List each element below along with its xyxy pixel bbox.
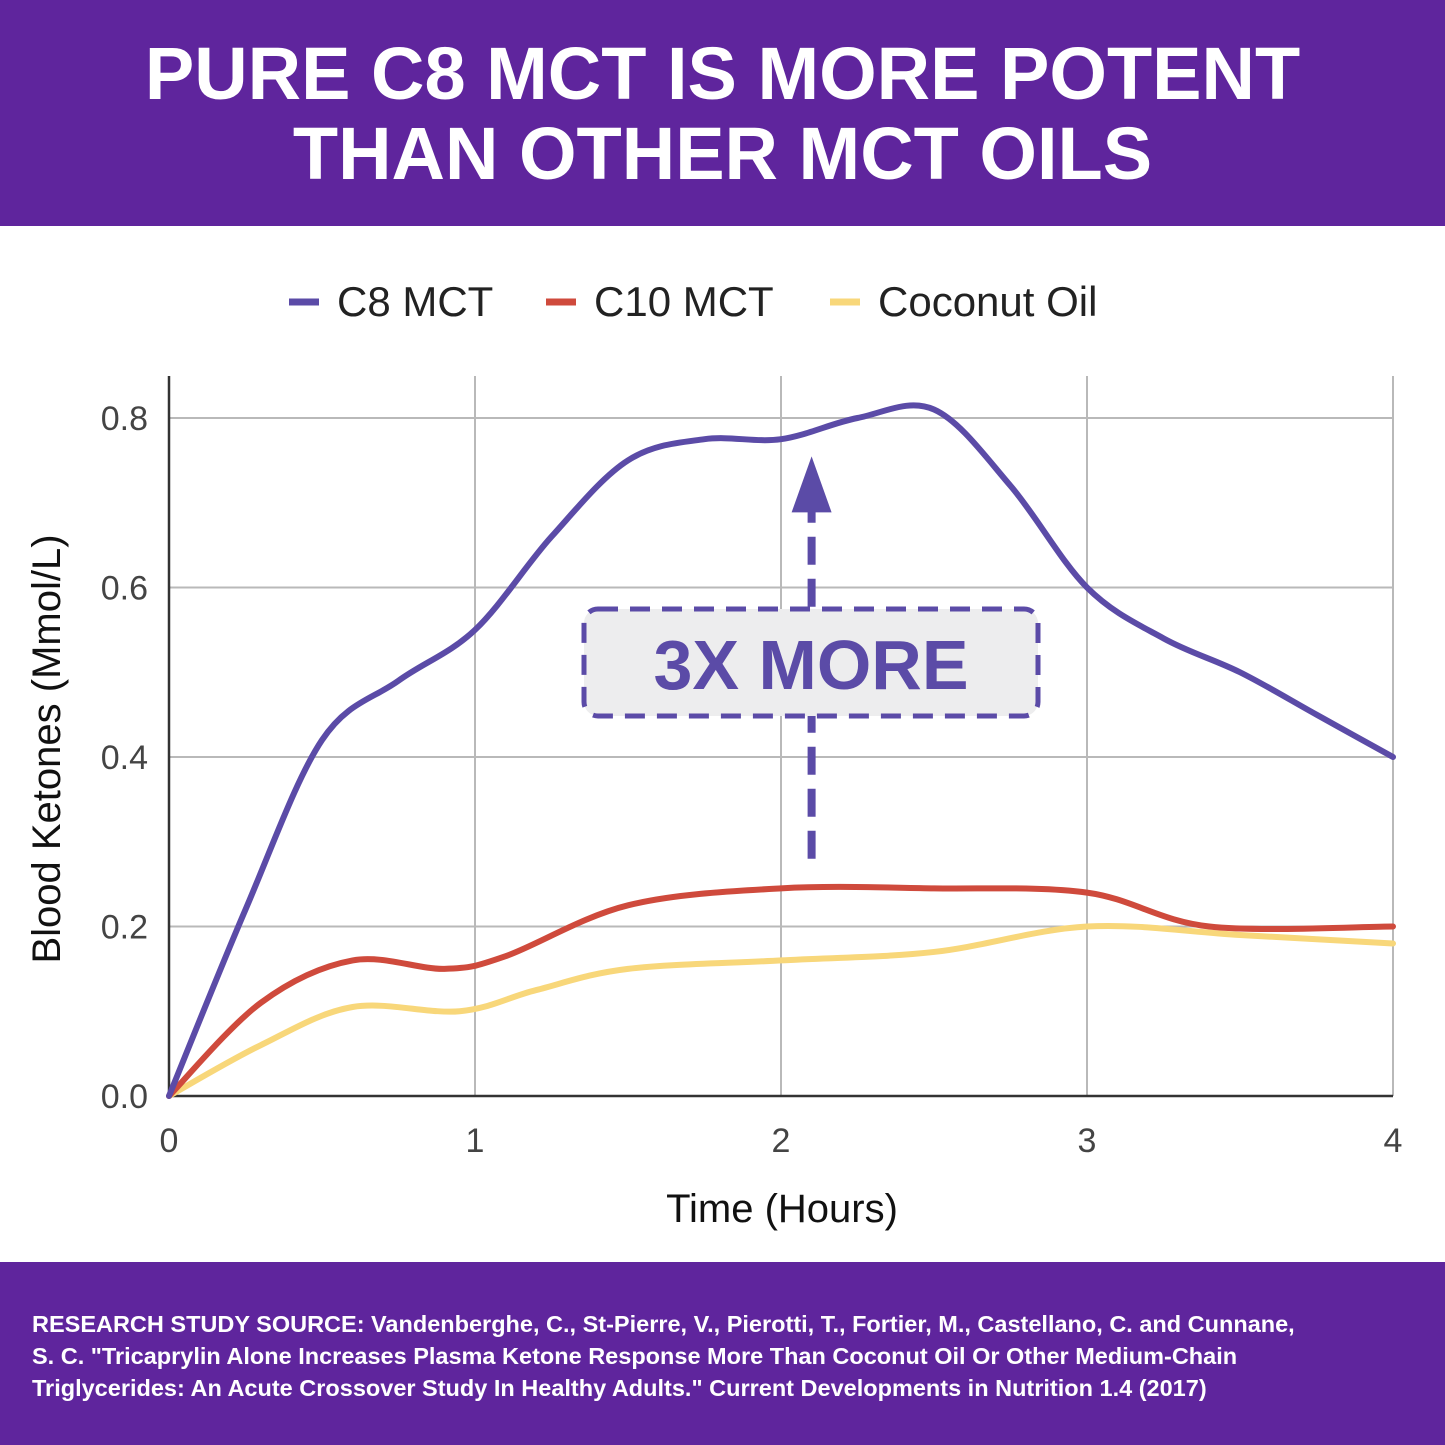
x-tick-label: 2 <box>772 1122 791 1160</box>
citation-line-1: RESEARCH STUDY SOURCE: Vandenberghe, C.,… <box>32 1311 1295 1337</box>
ketone-line-chart: 3X MORE C8 MCT C10 MCT Coconut Oil 0.00.20… <box>25 278 1402 1231</box>
axis-labels: 0.0 0.2 0.4 0.6 0.8 0 1 2 3 4 Time (Hours) Blood Ke… <box>25 400 1402 1231</box>
page-title-line-2: THAN OTHER MCT OILS <box>292 112 1153 195</box>
citation-line-3: Triglycerides: An Acute Crossover Study … <box>32 1375 1207 1401</box>
callout-box <box>581 606 1041 719</box>
y-tick-label: 0.8 <box>101 400 148 438</box>
x-tick-label: 4 <box>1384 1122 1403 1160</box>
legend-label-coconut-oil: Coconut Oil <box>878 278 1097 325</box>
y-tick-label: 0.4 <box>101 739 148 777</box>
axes <box>167 376 1393 1098</box>
y-axis-title: Blood Ketones (Mmol/L) <box>25 534 69 963</box>
header-banner: PURE C8 MCT IS MORE POTENT THAN OTHER MC… <box>0 0 1445 226</box>
legend: C8 MCT C10 MCT Coconut Oil <box>289 278 1097 325</box>
x-axis-title: Time (Hours) <box>666 1187 898 1231</box>
arrow-up-icon <box>791 456 832 513</box>
footer-source-citation: RESEARCH STUDY SOURCE: Vandenberghe, C.,… <box>0 1262 1445 1445</box>
citation-line-2: S. C. "Tricaprylin Alone Increases Plasm… <box>32 1343 1238 1369</box>
legend-label-c8-mct: C8 MCT <box>337 278 493 325</box>
page-title-line-1: PURE C8 MCT IS MORE POTENT <box>144 32 1301 115</box>
y-tick-label: 0.2 <box>101 909 148 947</box>
series-line-c10-mct <box>166 883 1396 1099</box>
callout-label: 3X MORE <box>653 626 968 704</box>
grid-lines <box>169 376 1394 1096</box>
series-line-coconut-oil <box>166 922 1396 1099</box>
y-tick-label: 0.0 <box>101 1078 148 1116</box>
legend-label-c10-mct: C10 MCT <box>594 278 774 325</box>
x-tick-label: 0 <box>160 1122 179 1160</box>
y-tick-label: 0.6 <box>101 570 148 608</box>
callout-annotation: 3X MORE <box>581 456 1041 859</box>
series-line-c8-mct <box>166 402 1396 1099</box>
series-lines <box>166 402 1396 1099</box>
x-tick-label: 1 <box>466 1122 485 1160</box>
x-tick-label: 3 <box>1078 1122 1097 1160</box>
